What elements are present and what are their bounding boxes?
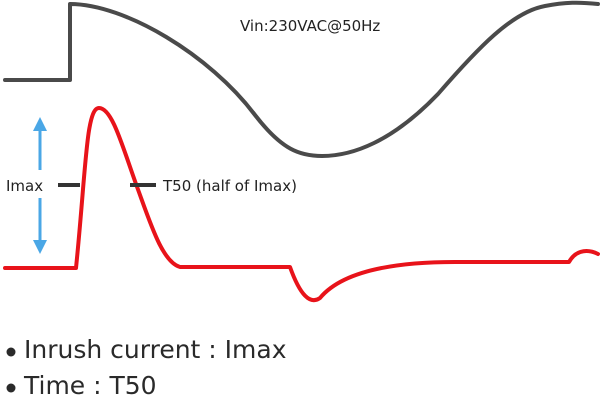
bullet-inrush-current: Inrush current : Imax xyxy=(24,335,287,364)
vin-label: Vin:230VAC@50Hz xyxy=(240,17,380,35)
t50-label: T50 (half of Imax) xyxy=(162,177,297,195)
imax-label: Imax xyxy=(6,177,43,195)
bullet-dot-2 xyxy=(6,383,16,393)
bullet-dot-1 xyxy=(6,347,16,357)
voltage-waveform xyxy=(3,0,600,158)
bullet-time: Time : T50 xyxy=(23,371,157,400)
current-waveform xyxy=(3,106,600,303)
imax-arrow xyxy=(33,117,47,254)
